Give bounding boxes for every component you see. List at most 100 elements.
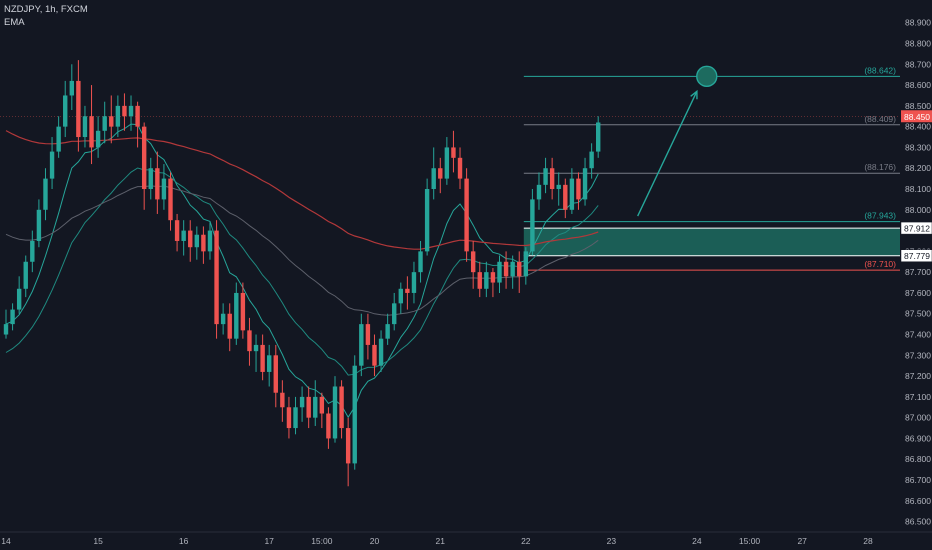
candle-body (470, 251, 476, 273)
candle-body (115, 105, 121, 127)
price-tick-label: 87.500 (905, 309, 931, 319)
candle-body (76, 80, 81, 138)
time-tick-label: 15:00 (311, 536, 333, 546)
time-tick-label: 23 (607, 536, 617, 546)
candle-body (523, 251, 529, 277)
zone-price-label: 87.912 (904, 224, 930, 234)
candle-body (128, 105, 134, 117)
projection-line (637, 91, 698, 217)
zone-price-badge (900, 249, 932, 262)
zone-fill (523, 228, 900, 256)
time-tick-label: 24 (692, 536, 702, 546)
candle-body (69, 80, 74, 96)
candle-body (95, 130, 101, 148)
time-tick-label: 16 (179, 536, 189, 546)
candle-body (313, 396, 318, 418)
price-tick-label: 86.900 (905, 433, 931, 443)
candle-body (569, 178, 575, 210)
price-tick-label: 87.600 (905, 288, 931, 298)
candle-body (135, 105, 140, 127)
candle-body (582, 168, 588, 200)
current-price-badge (901, 110, 932, 123)
price-tick-label: 88.500 (905, 101, 931, 111)
candle-body (16, 288, 22, 310)
price-tick-label: 88.300 (905, 142, 931, 152)
candle-body (490, 272, 496, 283)
candle-body (63, 95, 68, 127)
candle-body (332, 386, 338, 439)
indicator-label[interactable]: EMA (4, 17, 25, 28)
candle-body (247, 330, 252, 352)
candle-body (378, 338, 384, 366)
candle-body (536, 184, 542, 200)
candle-body (392, 303, 397, 325)
candle-body (306, 396, 311, 418)
price-axis-bg (900, 0, 932, 550)
candle-body (497, 261, 502, 283)
candle-body (36, 209, 42, 241)
candle-body (188, 230, 193, 248)
price-tick-label: 87.700 (905, 267, 931, 277)
candle-body (444, 147, 450, 179)
candle-body (161, 178, 167, 200)
candle-body (234, 292, 239, 339)
price-tick-label: 87.400 (905, 330, 931, 340)
candle-body (576, 178, 581, 200)
candle-body (181, 230, 186, 241)
candle-body (451, 147, 456, 158)
candles (3, 60, 601, 487)
price-tick-label: 87.000 (905, 413, 931, 423)
candle-body (345, 428, 351, 464)
price-tick-label: 88.400 (905, 122, 931, 132)
support-zone (523, 227, 900, 257)
time-axis[interactable]: 14 15 16 17 15:00 20 21 22 23 24 15:00 27 28 (0, 531, 932, 550)
candle-body (148, 168, 153, 190)
price-tick-label: 88.200 (905, 163, 931, 173)
projection-arrowhead (690, 89, 698, 100)
current-price-label: 88.450 (904, 112, 930, 122)
candle-body (260, 344, 265, 372)
candle-body (365, 324, 371, 345)
candle-body (385, 324, 390, 339)
candle-body (240, 292, 246, 331)
candle-body (359, 324, 364, 366)
candle-body (280, 392, 285, 408)
level-label: (87.943) (864, 211, 896, 221)
candle-body (49, 151, 55, 179)
candle-body (273, 355, 278, 393)
candle-body (543, 168, 548, 185)
candle-body (102, 116, 107, 131)
price-axis[interactable]: 88.900 88.800 88.700 88.600 88.500 88.400 88.3… (900, 0, 932, 550)
candle-body (424, 189, 430, 252)
candle-body (155, 168, 160, 200)
candle-body (438, 168, 443, 179)
time-tick-label: 28 (863, 536, 873, 546)
candle-body (464, 178, 469, 252)
price-tick-label: 87.200 (905, 371, 931, 381)
time-tick-label: 27 (797, 536, 807, 546)
candle-body (122, 105, 127, 117)
candle-body (326, 413, 331, 439)
level-label: (88.409) (864, 114, 896, 124)
candle-body (503, 261, 509, 277)
time-tick-label: 21 (436, 536, 446, 546)
candle-body (227, 313, 232, 339)
time-tick-label: 22 (521, 536, 531, 546)
symbol-title[interactable]: NZDJPY, 1h, FXCM (4, 4, 88, 15)
candle-body (89, 116, 94, 148)
candle-body (56, 126, 61, 152)
target-circle (696, 65, 718, 88)
candle-body (267, 355, 272, 372)
zone-price-badge (900, 221, 932, 235)
price-tick-label: 88.100 (905, 184, 931, 194)
candle-body (596, 122, 601, 152)
candle-body (23, 261, 28, 289)
candle-body (293, 407, 298, 429)
candle-body (563, 184, 568, 210)
candle-body (30, 240, 35, 262)
candle-body (405, 288, 410, 293)
candle-body (431, 168, 436, 190)
price-tick-label: 86.500 (905, 517, 931, 527)
